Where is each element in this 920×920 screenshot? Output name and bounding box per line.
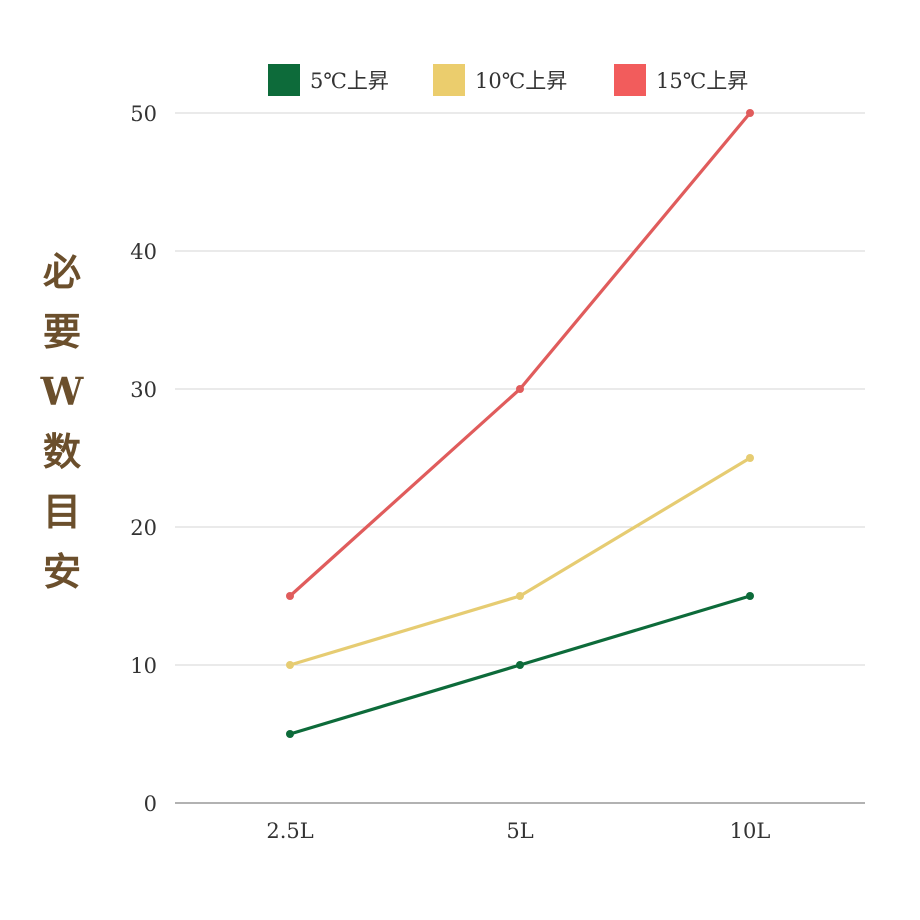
x-tick-label: 2.5L	[266, 819, 313, 843]
y-tick-label: 0	[144, 792, 157, 816]
gridlines	[175, 112, 865, 804]
series-1	[286, 592, 754, 738]
series-3	[286, 109, 754, 600]
data-point	[286, 730, 294, 738]
series-2	[286, 454, 754, 669]
legend-swatch	[433, 64, 465, 96]
legend-item: 5℃上昇	[268, 64, 389, 96]
legend-swatch	[614, 64, 646, 96]
y-axis-label-char: 数	[43, 429, 81, 474]
legend-swatch	[268, 64, 300, 96]
y-tick-label: 10	[130, 654, 157, 678]
y-tick-label: 40	[130, 240, 157, 264]
x-tick-label: 5L	[506, 819, 533, 843]
legend-item: 15℃上昇	[614, 64, 748, 96]
y-tick-label: 20	[130, 516, 157, 540]
y-tick-label: 50	[130, 102, 157, 126]
series-lines	[286, 109, 754, 738]
y-axis-label-char: 目	[43, 489, 81, 534]
data-point	[286, 661, 294, 669]
series-line	[288, 111, 752, 598]
data-point	[516, 661, 524, 669]
y-axis-label-char: W	[40, 369, 85, 414]
data-point	[286, 592, 294, 600]
data-point	[746, 109, 754, 117]
y-axis-ticks: 0 10 20 30 40 50	[130, 102, 157, 816]
y-axis-label-char: 要	[43, 309, 81, 354]
data-point	[746, 592, 754, 600]
legend-label: 10℃上昇	[475, 69, 567, 93]
y-axis-label-char: 必	[43, 249, 81, 294]
legend-item: 10℃上昇	[433, 64, 567, 96]
y-tick-label: 30	[130, 378, 157, 402]
legend: 5℃上昇 10℃上昇 15℃上昇	[268, 64, 748, 96]
series-line	[288, 456, 752, 667]
data-point	[516, 592, 524, 600]
legend-label: 5℃上昇	[310, 69, 389, 93]
y-axis-label-char: 安	[43, 549, 81, 594]
data-point	[516, 385, 524, 393]
legend-label: 15℃上昇	[656, 69, 748, 93]
data-point	[746, 454, 754, 462]
x-axis-ticks: 2.5L 5L 10L	[266, 819, 770, 843]
x-tick-label: 10L	[730, 819, 771, 843]
